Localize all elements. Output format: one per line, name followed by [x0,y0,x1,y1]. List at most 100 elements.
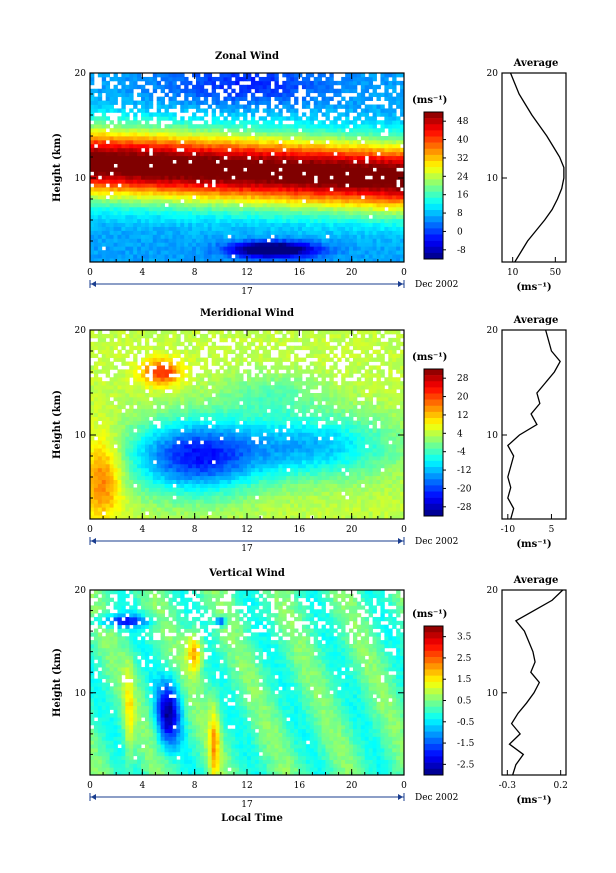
heatmap-cell [250,139,256,145]
heatmap-cell [172,393,177,398]
heatmap-cell [262,214,268,220]
heatmap-cell [345,76,350,82]
heatmap-cell [156,459,162,465]
heatmap-cell [144,143,150,149]
heatmap-cell [192,139,197,145]
heatmap-cell [168,73,173,78]
heatmap-cell [325,112,330,117]
heatmap-cell [341,258,346,263]
heatmap-cell [360,246,366,251]
heatmap-cell [305,250,311,255]
heatmap-cell [184,222,189,227]
heatmap-cell [345,230,350,235]
heatmap-cell [278,254,283,259]
heatmap-cell [215,495,220,500]
heatmap-cell [239,206,244,212]
heatmap-cell [388,242,393,247]
heatmap-cell [113,479,118,484]
heatmap-cell [90,377,95,382]
heatmap-cell [180,463,185,469]
heatmap-cell [372,175,377,180]
heatmap-cell [274,191,279,196]
heatmap-cell [105,495,111,500]
heatmap-cell [223,183,228,188]
heatmap-cell [156,147,162,153]
heatmap-cell [129,238,134,243]
heatmap-cell [164,452,169,457]
date-month-label: Dec 2002 [415,280,458,290]
heatmap-cell [113,108,118,113]
heatmap-cell [188,353,193,358]
heatmap-cell [215,163,220,168]
heatmap-cell [235,143,240,149]
heatmap-cell [156,499,162,504]
heatmap-cell [180,377,185,382]
heatmap-cell [262,210,268,216]
heatmap-cell [250,218,256,224]
heatmap-cell [270,88,275,94]
heatmap-cell [211,92,217,98]
heatmap-cell [117,448,122,453]
heatmap-cell [152,155,158,161]
heatmap-cell [388,214,393,220]
heatmap-cell [211,199,217,204]
heatmap-cell [364,250,370,255]
heatmap-cell [152,479,158,484]
heatmap-cell [274,143,279,149]
heatmap-cell [176,452,181,457]
heatmap-cell [105,116,111,121]
heatmap-cell [262,92,268,98]
heatmap-cell [250,250,256,255]
heatmap-cell [172,333,177,339]
heatmap-cell [258,238,264,243]
heatmap-cell [329,258,334,263]
heatmap-cell [254,171,260,176]
heatmap-cell [384,80,389,86]
heatmap-cell [305,132,311,137]
heatmap-cell [144,187,150,192]
heatmap-cell [400,206,405,212]
heatmap-cell [392,210,397,216]
heatmap-cell [172,175,177,180]
heatmap-cell [93,163,99,168]
heatmap-cell [262,167,268,172]
heatmap-cell [227,124,232,129]
heatmap-cell [141,222,146,227]
heatmap-cell [333,230,338,235]
heatmap-cell [97,345,103,351]
heatmap-cell [164,475,169,481]
heatmap-cell [199,373,205,378]
heatmap-cell [109,96,114,101]
heatmap-cell [156,408,162,414]
heatmap-cell [164,159,169,164]
heatmap-cell [137,73,142,78]
heatmap-cell [199,499,205,504]
heatmap-cell [101,487,107,492]
heatmap-cell [313,246,319,251]
heatmap-cell [392,147,397,153]
heatmap-cell [333,199,338,204]
x-tick-label: 8 [192,268,198,278]
heatmap-cell [90,136,95,141]
heatmap-cell [337,88,342,94]
heatmap-cell [317,159,322,164]
heatmap-cell [133,345,138,351]
heatmap-cell [372,199,377,204]
heatmap-cell [207,440,213,445]
heatmap-cell [227,218,232,224]
heatmap-cell [113,246,118,251]
heatmap-cell [313,242,319,247]
heatmap-cell [144,238,150,243]
heatmap-cell [301,242,307,247]
heatmap-cell [392,238,397,243]
heatmap-cell [125,511,130,516]
heatmap-cell [337,80,342,86]
heatmap-cell [266,206,271,212]
heatmap-cell [152,330,158,335]
heatmap-cell [290,163,295,168]
heatmap-cell [121,226,126,231]
heatmap-cell [141,151,146,157]
heatmap-cell [298,242,303,247]
heatmap-cell [262,100,268,105]
